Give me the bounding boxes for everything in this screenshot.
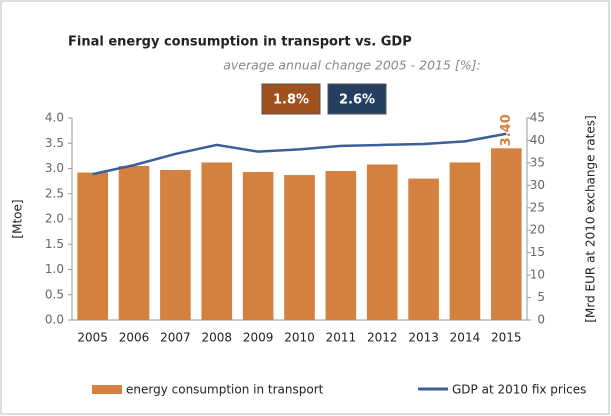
y2-tick-label: 30 <box>530 178 545 192</box>
bar <box>491 148 522 320</box>
bar <box>366 164 398 320</box>
y2-tick-label: 20 <box>530 223 545 237</box>
annotation-box <box>261 83 321 115</box>
legend-label: GDP at 2010 fix prices <box>452 383 586 397</box>
annotation-text: 1.8% <box>273 93 309 108</box>
y2-tick-label: 0 <box>537 313 545 327</box>
y2-axis-label: [Mrd EUR at 2010 exchange rates] <box>584 115 598 322</box>
bar <box>77 172 108 320</box>
annotation-box <box>327 83 387 115</box>
y-tick-label: 0.5 <box>45 287 64 301</box>
bar <box>325 171 357 320</box>
y-tick-label: 4.0 <box>45 111 64 125</box>
x-tick-label: 2013 <box>408 331 439 345</box>
y-tick-label: 2.0 <box>45 212 64 226</box>
y-tick-label: 2.5 <box>45 186 64 200</box>
x-tick-label: 2009 <box>243 331 274 345</box>
y2-tick-label: 5 <box>537 290 545 304</box>
x-tick-label: 2012 <box>367 331 398 345</box>
y-tick-label: 1.0 <box>45 262 64 276</box>
bar <box>449 162 481 320</box>
x-tick-label: 2005 <box>77 331 108 345</box>
y-tick-label: 1.5 <box>45 237 64 251</box>
bar <box>118 165 150 320</box>
x-tick-label: 2011 <box>326 331 357 345</box>
chart-subtitle: average annual change 2005 - 2015 [%]: <box>223 58 481 73</box>
y2-tick-label: 35 <box>530 155 545 169</box>
data-label: 3.40 <box>499 114 514 146</box>
y2-tick-label: 10 <box>530 268 545 282</box>
y-tick-label: 0.0 <box>45 313 64 327</box>
y2-tick-label: 45 <box>530 111 545 125</box>
y-tick-label: 3.5 <box>45 136 64 150</box>
y2-tick-label: 15 <box>530 245 545 259</box>
bar <box>160 170 191 320</box>
x-tick-label: 2014 <box>450 331 481 345</box>
bar <box>408 178 439 320</box>
x-tick-label: 2010 <box>284 331 315 345</box>
legend-swatch <box>92 385 122 394</box>
line <box>92 132 507 176</box>
x-tick-label: 2015 <box>491 331 522 345</box>
bar <box>201 162 233 320</box>
y2-tick-label: 40 <box>530 133 545 147</box>
bar <box>242 172 274 320</box>
chart-title: Final energy consumption in transport vs… <box>68 35 412 50</box>
bar <box>284 175 315 320</box>
y2-tick-label: 25 <box>530 200 545 214</box>
y-axis-label: [Mtoe] <box>11 199 25 238</box>
x-tick-label: 2008 <box>201 331 232 345</box>
y-tick-label: 3.0 <box>45 161 64 175</box>
annotation-text: 2.6% <box>339 93 375 108</box>
x-tick-label: 2007 <box>160 331 191 345</box>
legend-label: energy consumption in transport <box>126 383 324 397</box>
x-tick-label: 2006 <box>119 331 150 345</box>
